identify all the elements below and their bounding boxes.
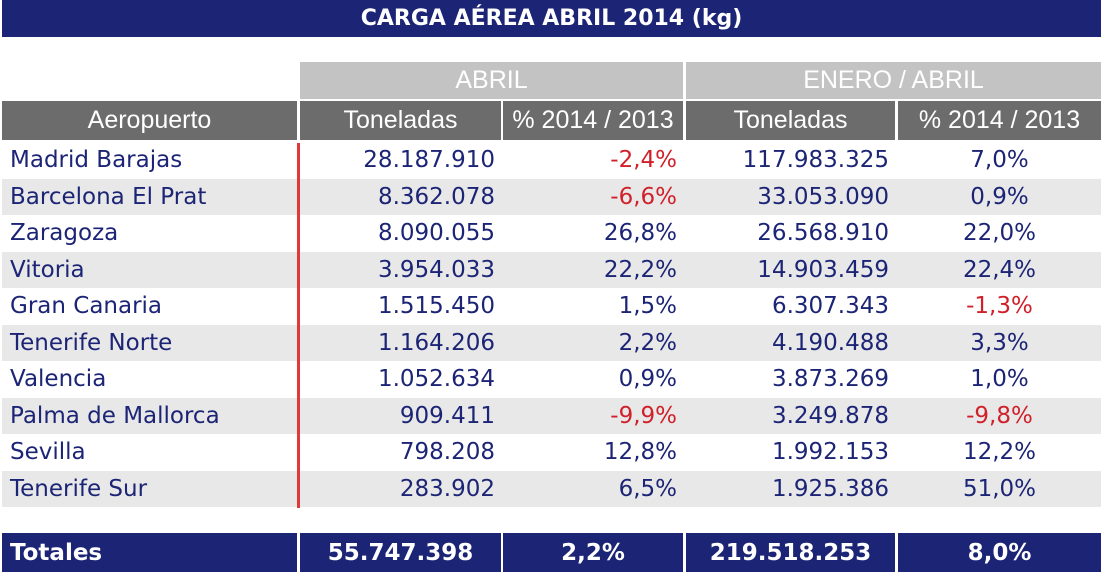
- cell-value: 3.249.878: [771, 402, 889, 429]
- totals-value: 219.518.253: [686, 533, 895, 572]
- cell-value: 26,8%: [603, 220, 677, 247]
- cell-value: 909.411: [399, 402, 495, 429]
- row-stripe: [2, 251, 1101, 288]
- cell-value: 1.515.450: [377, 293, 495, 320]
- divider: [297, 143, 300, 508]
- cell-value: 3.873.269: [771, 366, 889, 393]
- cell-value: 14.903.459: [757, 256, 889, 283]
- cell-value: 0,9%: [618, 366, 677, 393]
- cell-value: 6,5%: [618, 475, 677, 502]
- cell-value: 1.164.206: [377, 329, 495, 356]
- title: CARGA AÉREA ABRIL 2014 (kg): [2, 0, 1101, 37]
- cell-value: 22,4%: [962, 256, 1037, 283]
- cell-value: 4.190.488: [771, 329, 889, 356]
- cell-value: 7,0%: [970, 147, 1029, 174]
- airport-name: Palma de Mallorca: [10, 402, 220, 429]
- row-stripe: [2, 178, 1101, 215]
- totals-value: 8,0%: [898, 533, 1101, 572]
- airport-name: Gran Canaria: [10, 293, 163, 320]
- cell-value: 0,9%: [970, 183, 1029, 210]
- row-stripe: [2, 324, 1101, 361]
- cell-value: 12,2%: [962, 439, 1037, 466]
- cell-value: 8.362.078: [377, 183, 495, 210]
- cell-value: 2,2%: [618, 329, 677, 356]
- airport-name: Madrid Barajas: [10, 147, 183, 174]
- airport-name: Valencia: [10, 366, 107, 393]
- cell-value: 1,0%: [970, 366, 1029, 393]
- cell-value: 1.992.153: [771, 439, 889, 466]
- column-header: Toneladas: [300, 101, 501, 140]
- column-header: % 2014 / 2013: [503, 101, 683, 140]
- airport-name: Tenerife Norte: [10, 329, 173, 356]
- cell-value: 26.568.910: [757, 220, 889, 247]
- row-stripe: [2, 397, 1101, 434]
- cell-value: 8.090.055: [377, 220, 495, 247]
- group-header: ABRIL: [300, 62, 683, 99]
- cell-value: -6,6%: [610, 183, 677, 210]
- cell-value: 283.902: [399, 475, 495, 502]
- column-header: Aeropuerto: [2, 101, 297, 140]
- cell-value: 1,5%: [618, 293, 677, 320]
- cell-value: 1.052.634: [377, 366, 495, 393]
- totals-value: 2,2%: [503, 533, 683, 572]
- column-header: % 2014 / 2013: [898, 101, 1101, 140]
- cell-value: -1,3%: [966, 293, 1033, 320]
- cell-value: -9,9%: [610, 402, 677, 429]
- cell-value: -2,4%: [610, 147, 677, 174]
- group-header: ENERO / ABRIL: [686, 62, 1101, 99]
- cell-value: 28.187.910: [363, 147, 495, 174]
- airport-name: Tenerife Sur: [10, 475, 148, 502]
- airport-name: Barcelona El Prat: [10, 183, 207, 210]
- cell-value: 1.925.386: [771, 475, 889, 502]
- airport-name: Zaragoza: [10, 220, 119, 247]
- totals-label: Totales: [2, 533, 297, 572]
- airport-name: Vitoria: [10, 256, 85, 283]
- cell-value: 22,0%: [962, 220, 1037, 247]
- row-stripe: [2, 470, 1101, 507]
- cell-value: 3.954.033: [377, 256, 495, 283]
- cell-value: 798.208: [399, 439, 495, 466]
- column-header: Toneladas: [686, 101, 895, 140]
- cell-value: 117.983.325: [742, 147, 889, 174]
- cell-value: 6.307.343: [771, 293, 889, 320]
- cell-value: 33.053.090: [757, 183, 889, 210]
- cell-value: 12,8%: [603, 439, 677, 466]
- cell-value: -9,8%: [966, 402, 1033, 429]
- totals-value: 55.747.398: [300, 533, 501, 572]
- cell-value: 22,2%: [603, 256, 677, 283]
- airport-name: Sevilla: [10, 439, 86, 466]
- cell-value: 51,0%: [962, 475, 1037, 502]
- cell-value: 3,3%: [970, 329, 1029, 356]
